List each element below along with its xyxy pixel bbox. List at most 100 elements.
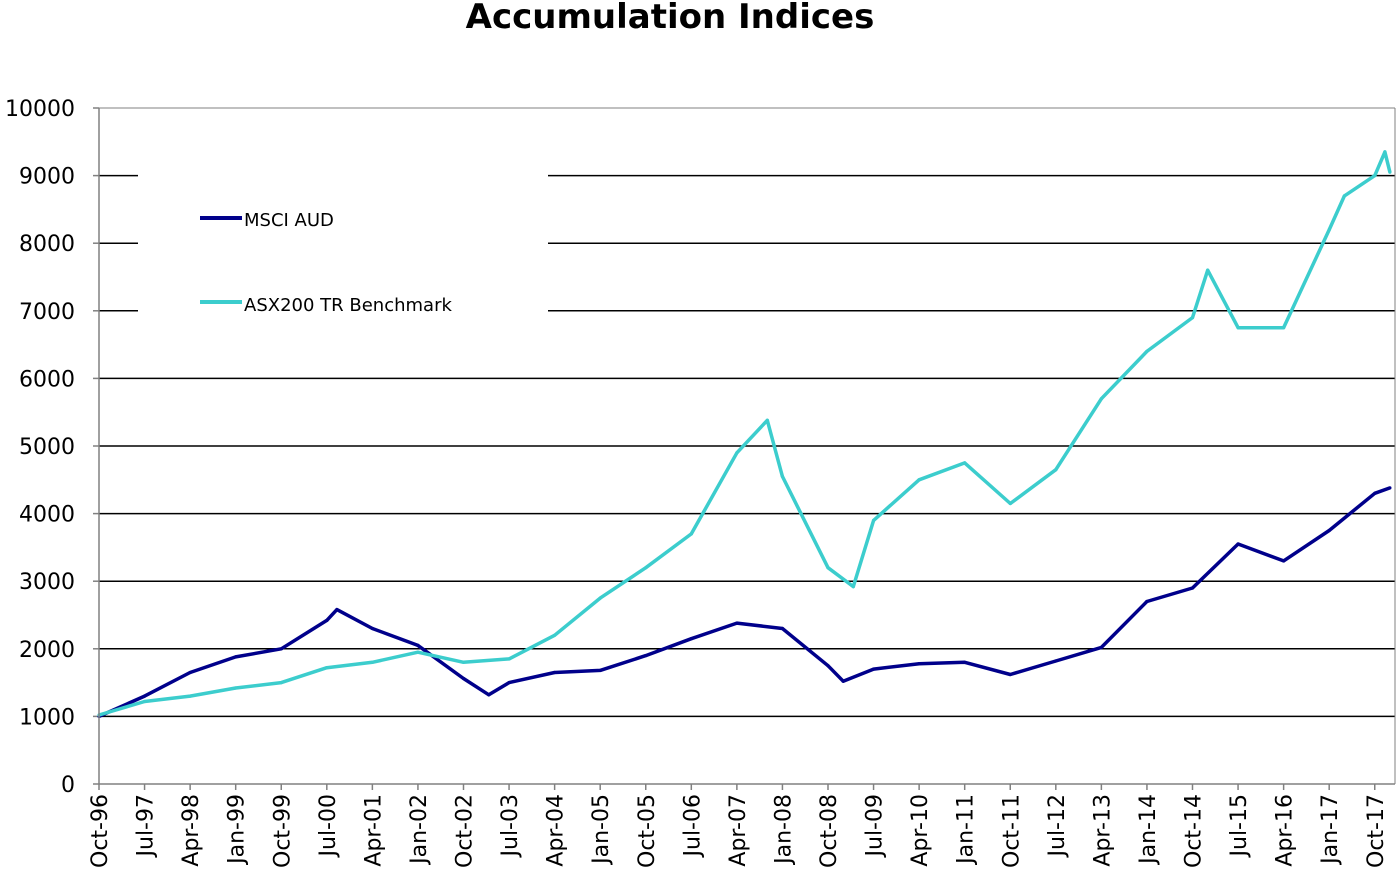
- data-point-msci-aud: [335, 608, 339, 612]
- x-tick-label: Apr-13: [1090, 794, 1115, 867]
- y-tick-label: 6000: [19, 367, 75, 392]
- data-point-msci-aud: [1327, 528, 1331, 533]
- data-point-asx200-tr-benchmark: [1008, 501, 1012, 506]
- data-point-asx200-tr-benchmark: [553, 633, 557, 637]
- data-point-msci-aud: [872, 667, 876, 671]
- data-point-asx200-tr-benchmark: [598, 596, 602, 600]
- y-axis-tick-labels: 0 1000 2000 3000 4000 5000 6000 7000 8000 9000 100…: [5, 97, 99, 798]
- data-point-asx200-tr-benchmark: [279, 681, 283, 685]
- data-point-asx200-tr-benchmark: [963, 461, 967, 465]
- data-point-asx200-tr-benchmark: [851, 585, 855, 589]
- data-point-asx200-tr-benchmark: [143, 699, 147, 704]
- axes: [98, 107, 1396, 785]
- series-line-msci-aud: [98, 486, 1391, 718]
- x-tick-label: Apr-10: [908, 794, 933, 867]
- data-point-msci-aud: [1099, 645, 1103, 650]
- x-tick-label: Jan-08: [771, 794, 796, 866]
- data-point-msci-aud: [234, 655, 238, 659]
- data-point-asx200-tr-benchmark: [1373, 174, 1377, 178]
- x-tick-label: Jul-15: [1227, 794, 1252, 858]
- x-tick-label: Jan-14: [1136, 794, 1161, 866]
- x-tick-label: Oct-99: [270, 794, 295, 868]
- data-point-msci-aud: [826, 664, 830, 668]
- y-tick-label: 1000: [19, 705, 75, 730]
- x-tick-label: Jul-09: [863, 794, 888, 858]
- data-point-msci-aud: [143, 694, 147, 698]
- legend-label-asx200-tr-benchmark: ASX200 TR Benchmark: [244, 295, 452, 316]
- data-point-asx200-tr-benchmark: [780, 474, 785, 478]
- x-tick-label: Jul-00: [316, 794, 341, 858]
- data-point-asx200-tr-benchmark: [1190, 316, 1195, 320]
- y-tick-label: 5000: [19, 435, 75, 460]
- data-point-asx200-tr-benchmark: [826, 566, 830, 570]
- data-point-asx200-tr-benchmark: [1383, 150, 1387, 154]
- data-point-msci-aud: [325, 618, 329, 623]
- data-point-asx200-tr-benchmark: [370, 660, 374, 664]
- data-point-msci-aud: [416, 643, 420, 648]
- data-point-msci-aud: [1008, 672, 1012, 677]
- x-axis-tick-labels: Oct-96 Jul-97 Apr-98 Jan-99 Oct-99 Jul-00 Apr-…: [88, 784, 1389, 868]
- x-tick-label: Apr-01: [361, 794, 386, 867]
- legend-background: [138, 172, 548, 322]
- data-point-asx200-tr-benchmark: [917, 478, 921, 482]
- data-point-msci-aud: [1145, 599, 1149, 604]
- data-point-msci-aud: [553, 670, 557, 675]
- y-tick-label: 3000: [19, 570, 75, 595]
- y-tick-label: 7000: [19, 300, 75, 325]
- x-tick-label: Jan-99: [225, 794, 250, 866]
- data-point-msci-aud: [188, 670, 192, 675]
- data-point-asx200-tr-benchmark: [644, 566, 648, 570]
- data-point-msci-aud: [1054, 659, 1058, 663]
- x-tick-label: Oct-14: [1182, 794, 1207, 868]
- data-point-asx200-tr-benchmark: [872, 518, 876, 523]
- x-tick-label: Jul-06: [680, 794, 705, 858]
- data-point-asx200-tr-benchmark: [765, 418, 769, 422]
- x-tick-label: Jul-03: [498, 794, 523, 858]
- data-point-asx200-tr-benchmark: [1145, 349, 1149, 353]
- x-tick-label: Jan-11: [954, 794, 979, 866]
- data-point-asx200-tr-benchmark: [325, 666, 329, 670]
- legend: MSCI AUD ASX200 TR Benchmark: [138, 172, 548, 322]
- data-point-msci-aud: [689, 637, 693, 641]
- x-tick-label: Jan-02: [407, 794, 432, 866]
- series-layer: [97, 150, 1392, 719]
- data-point-msci-aud: [917, 662, 921, 666]
- x-tick-label: Apr-04: [544, 794, 569, 867]
- y-tick-label: 4000: [19, 503, 75, 528]
- data-point-asx200-tr-benchmark: [1342, 194, 1346, 198]
- data-point-asx200-tr-benchmark: [188, 694, 192, 698]
- data-point-asx200-tr-benchmark: [234, 686, 238, 690]
- data-point-asx200-tr-benchmark: [1327, 228, 1331, 232]
- data-point-msci-aud: [507, 681, 511, 685]
- data-point-msci-aud: [279, 647, 283, 651]
- y-tick-label: 10000: [5, 97, 75, 122]
- x-tick-label: Oct-96: [88, 794, 113, 868]
- data-point-msci-aud: [780, 626, 785, 631]
- chart-title: Accumulation Indices: [466, 0, 875, 37]
- data-point-asx200-tr-benchmark: [1099, 397, 1103, 401]
- x-tick-label: Oct-11: [999, 794, 1024, 868]
- legend-label-msci-aud: MSCI AUD: [244, 210, 334, 231]
- data-point-asx200-tr-benchmark: [1282, 326, 1286, 330]
- y-tick-label: 8000: [19, 232, 75, 257]
- x-tick-label: Oct-05: [635, 794, 660, 868]
- data-point-asx200-tr-benchmark: [735, 451, 739, 455]
- data-point-msci-aud: [487, 693, 491, 697]
- data-point-msci-aud: [1236, 542, 1240, 546]
- x-tick-label: Jan-05: [589, 794, 614, 866]
- data-point-msci-aud: [370, 626, 374, 631]
- data-point-msci-aud: [1388, 486, 1392, 490]
- data-point-msci-aud: [1190, 586, 1195, 590]
- data-point-asx200-tr-benchmark: [461, 660, 466, 664]
- data-point-msci-aud: [598, 668, 602, 673]
- x-tick-label: Apr-16: [1273, 794, 1298, 867]
- x-tick-label: Oct-17: [1364, 794, 1389, 868]
- data-point-msci-aud: [461, 676, 466, 681]
- data-point-asx200-tr-benchmark: [1236, 326, 1240, 330]
- data-point-msci-aud: [841, 679, 845, 683]
- y-tick-label: 2000: [19, 638, 75, 663]
- data-point-msci-aud: [963, 660, 967, 664]
- x-tick-label: Jul-12: [1045, 794, 1070, 858]
- data-point-msci-aud: [735, 621, 739, 625]
